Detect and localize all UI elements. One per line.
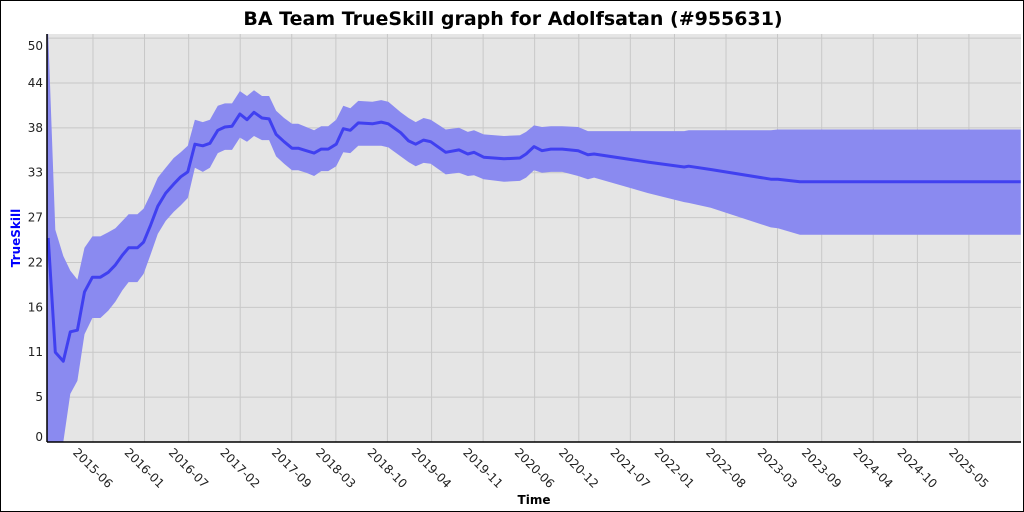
x-tick-label: 2015-06: [70, 445, 115, 490]
x-tick-label: 2022-01: [652, 445, 697, 490]
uncertainty-band: [47, 34, 1021, 442]
y-tick-label: 38: [28, 121, 43, 135]
grid-lines: [47, 34, 1021, 443]
y-tick-label: 11: [28, 345, 43, 359]
chart-title: BA Team TrueSkill graph for Adolfsatan (…: [243, 8, 782, 30]
y-tick-labels: 0 5 11 16 22 27 33 38 44 50: [28, 39, 43, 444]
y-tick-label: 22: [28, 255, 43, 269]
y-tick-label: 16: [28, 300, 43, 314]
x-tick-label: 2020-06: [512, 445, 557, 490]
y-tick-label: 44: [28, 76, 43, 90]
x-tick-label: 2017-09: [269, 445, 314, 490]
x-tick-label: 2021-07: [607, 445, 652, 490]
y-tick-label: 50: [28, 39, 43, 53]
x-axis-label: Time: [518, 493, 551, 507]
y-tick-label: 5: [35, 390, 43, 404]
y-tick-label: 33: [28, 166, 43, 180]
x-tick-label: 2023-09: [799, 445, 844, 490]
x-tick-label: 2019-11: [460, 445, 505, 490]
x-tick-label: 2023-03: [755, 445, 800, 490]
x-tick-label: 2024-10: [895, 445, 940, 490]
x-tick-label: 2025-05: [946, 445, 991, 490]
x-tick-label: 2022-08: [703, 445, 748, 490]
y-axis-label: TrueSkill: [9, 209, 23, 267]
x-tick-label: 2024-04: [850, 445, 895, 490]
x-tick-label: 2016-07: [166, 445, 211, 490]
x-tick-label: 2018-03: [313, 445, 358, 490]
trueskill-mean-line: [46, 110, 1021, 363]
x-tick-label: 2019-04: [409, 445, 454, 490]
y-tick-label: 0: [35, 430, 43, 444]
x-tick-label: 2017-02: [217, 445, 262, 490]
x-tick-label: 2020-12: [556, 445, 601, 490]
plot-area: [47, 34, 1021, 442]
x-tick-label: 2016-01: [122, 445, 167, 490]
y-tick-label: 27: [28, 211, 43, 225]
x-tick-label: 2018-10: [365, 445, 410, 490]
